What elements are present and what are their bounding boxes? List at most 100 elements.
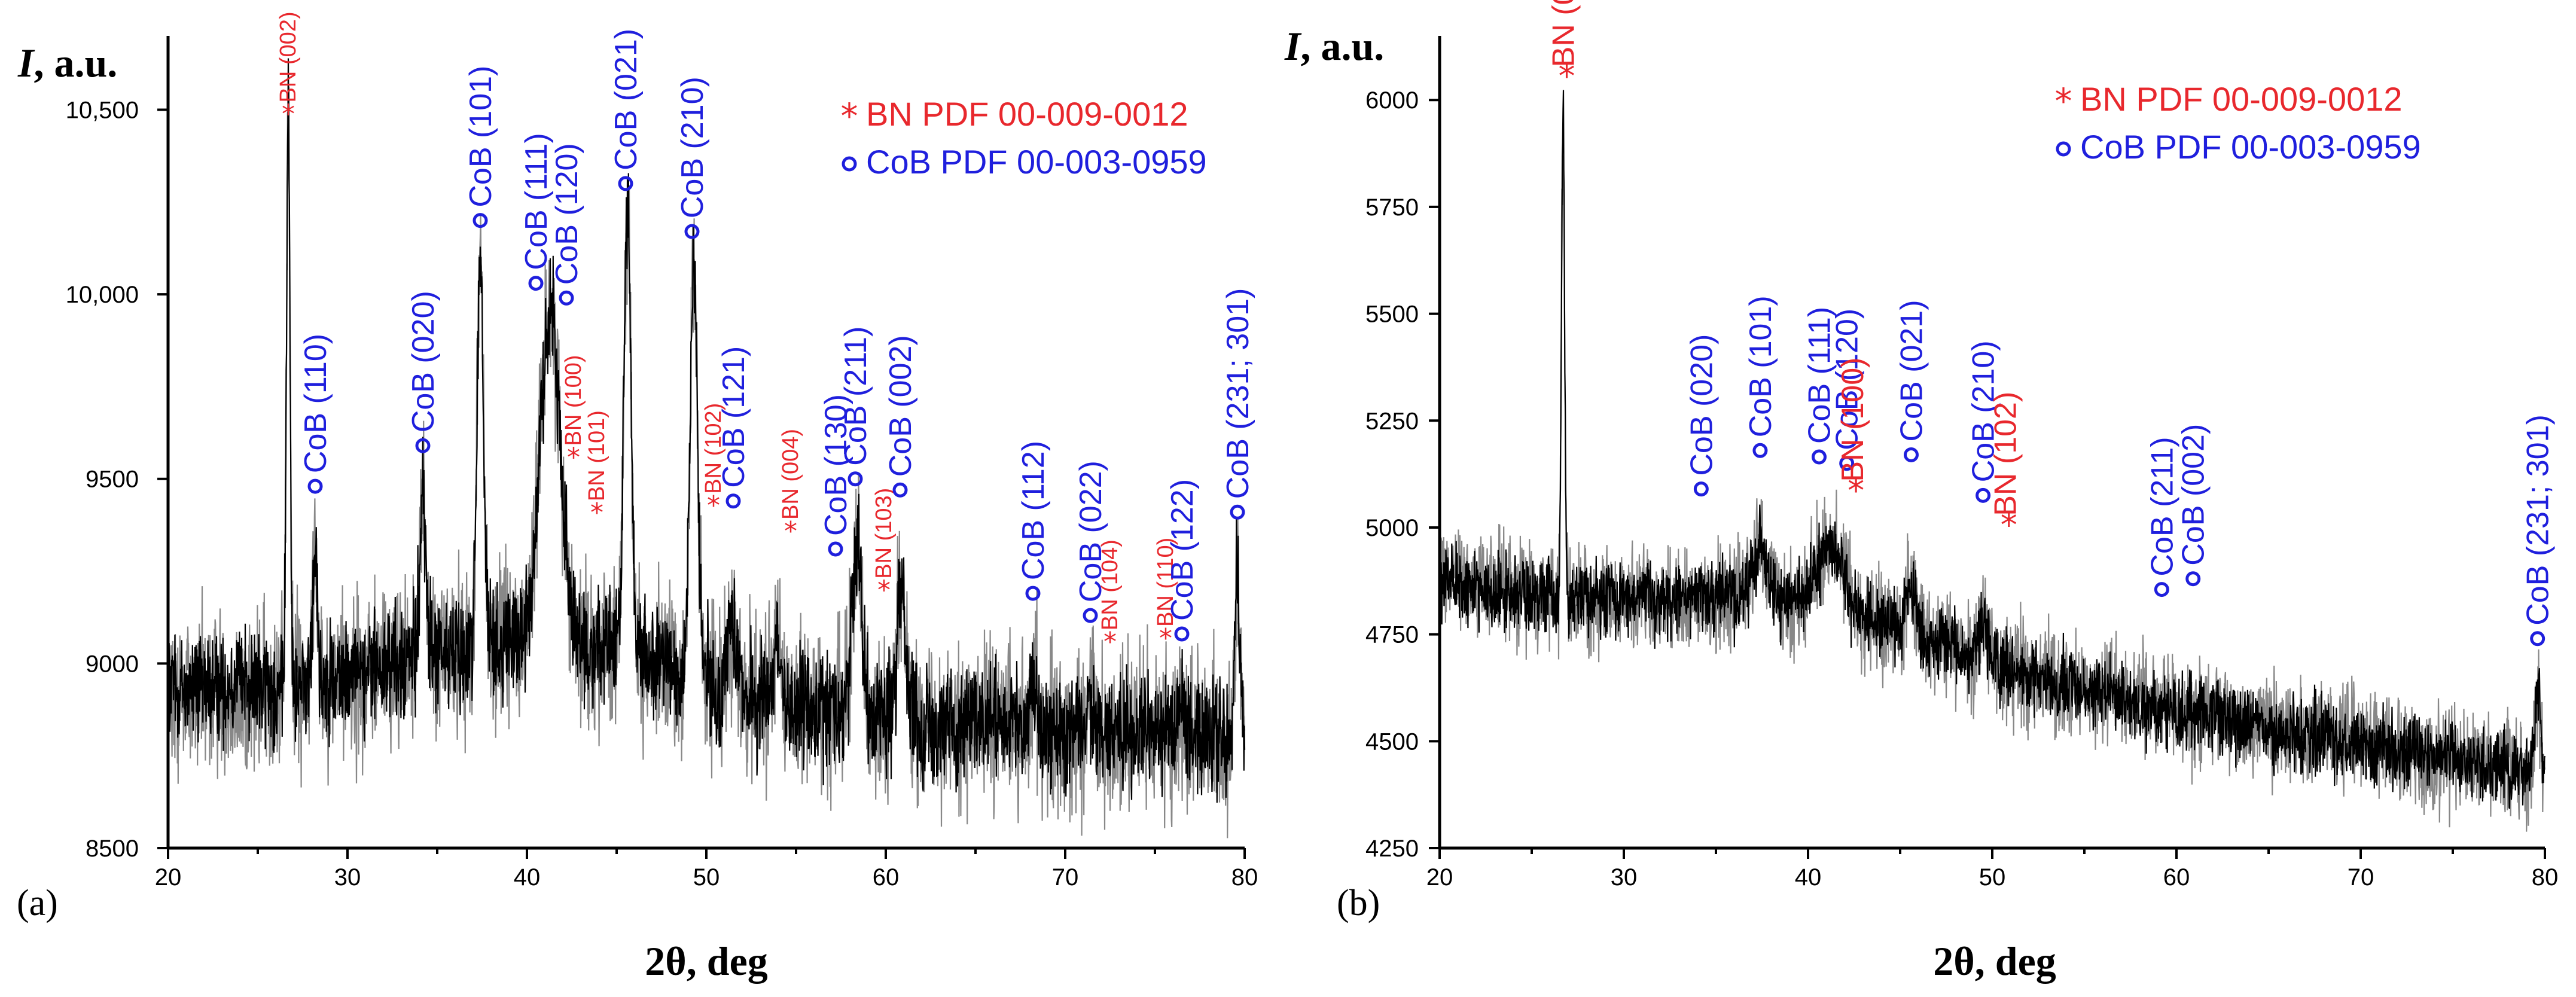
y-axis-label-unit: , a.u. bbox=[1300, 23, 1384, 69]
x-axis-label: 2θ, deg bbox=[1933, 938, 2056, 984]
bn-peak-marker-icon: * bbox=[567, 443, 580, 473]
bn-peak-marker-icon: * bbox=[2001, 506, 2017, 545]
legend-entry: BN PDF 00-009-0012 bbox=[866, 95, 1188, 133]
y-tick-label: 9000 bbox=[86, 651, 139, 677]
bn-peak-marker-icon: * bbox=[1159, 623, 1172, 654]
peak-label: BN (102) bbox=[701, 403, 726, 494]
cob-peak-marker-icon bbox=[684, 224, 700, 239]
y-tick-label: 5000 bbox=[1365, 515, 1419, 541]
cob-peak-marker-icon bbox=[2154, 582, 2169, 597]
bn-peak-marker-icon: * bbox=[707, 490, 720, 521]
cob-peak-marker-icon bbox=[848, 471, 863, 487]
peak-label: BN (101) bbox=[584, 410, 609, 501]
x-tick-label: 50 bbox=[693, 864, 720, 891]
cob-peak-marker-icon bbox=[725, 493, 741, 509]
x-tick-label: 60 bbox=[2163, 864, 2190, 891]
cob-peak-marker-icon bbox=[528, 276, 544, 291]
cob-peak-marker-icon bbox=[1693, 481, 1709, 497]
peak-label: CoB (211) bbox=[2145, 437, 2179, 576]
peak-label: BN (002) bbox=[276, 11, 301, 102]
cob-peak-marker-icon bbox=[559, 290, 574, 306]
x-tick-label: 20 bbox=[155, 864, 182, 891]
cob-peak-marker-icon bbox=[1839, 456, 1855, 471]
cob-peak-marker-icon bbox=[1083, 608, 1098, 623]
legend-entry: BN PDF 00-009-0012 bbox=[2080, 80, 2403, 118]
peak-label: CoB (111) bbox=[1802, 307, 1837, 444]
legend-circle-icon bbox=[842, 156, 857, 172]
panel-label: (a) bbox=[17, 883, 58, 923]
y-axis-label-unit: , a.u. bbox=[33, 40, 117, 86]
y-tick-label: 4500 bbox=[1365, 728, 1419, 755]
panel-label: (b) bbox=[1337, 883, 1380, 923]
peak-label: CoB (112) bbox=[1016, 441, 1051, 580]
cob-peak-marker-icon bbox=[1903, 447, 1919, 462]
bn-peak-marker-icon: * bbox=[784, 516, 797, 547]
bn-peak-marker-icon: * bbox=[1103, 627, 1117, 657]
y-axis-label-symbol: I bbox=[1284, 23, 1302, 69]
peak-label: BN (104) bbox=[1098, 539, 1123, 630]
peak-label: CoB (110) bbox=[298, 334, 333, 473]
peak-label: BN (110) bbox=[1153, 538, 1178, 627]
peak-label: BN (102) bbox=[1989, 392, 2023, 516]
peak-label: CoB (210) bbox=[1967, 340, 2001, 482]
legend-star-icon: * bbox=[2055, 81, 2072, 121]
cob-peak-marker-icon bbox=[618, 176, 633, 191]
y-tick-label: 4750 bbox=[1365, 622, 1419, 648]
y-tick-label: 10,000 bbox=[66, 282, 139, 308]
y-axis-label: I, a.u. bbox=[1284, 23, 1384, 69]
x-tick-label: 30 bbox=[334, 864, 361, 891]
cob-peak-marker-icon bbox=[415, 438, 431, 453]
bn-peak-marker-icon: * bbox=[1559, 57, 1575, 96]
peak-label: BN (002) bbox=[1547, 0, 1581, 67]
y-axis-label: I, a.u. bbox=[17, 40, 117, 86]
y-axis-label-symbol: I bbox=[17, 40, 35, 86]
x-axis-label: 2θ, deg bbox=[645, 938, 768, 984]
peak-label: CoB (120) bbox=[1830, 309, 1865, 450]
bn-peak-marker-icon: * bbox=[877, 575, 891, 606]
peak-label: CoB (120) bbox=[550, 143, 584, 285]
x-tick-label: 20 bbox=[1426, 864, 1453, 891]
x-tick-label: 70 bbox=[1052, 864, 1079, 891]
peak-label: BN (103) bbox=[871, 488, 897, 579]
y-tick-label: 5500 bbox=[1365, 301, 1419, 328]
y-tick-label: 4250 bbox=[1365, 836, 1419, 862]
x-tick-label: 80 bbox=[2532, 864, 2559, 891]
cob-peak-marker-icon bbox=[2530, 631, 2545, 647]
y-tick-label: 6000 bbox=[1365, 87, 1419, 114]
legend-entry: CoB PDF 00-003-0959 bbox=[2080, 128, 2421, 166]
peak-label: CoB (130) bbox=[819, 394, 853, 536]
cob-peak-marker-icon bbox=[828, 541, 843, 557]
cob-peak-marker-icon bbox=[1174, 626, 1190, 642]
x-tick-label: 80 bbox=[1231, 864, 1258, 891]
peak-label: CoB (022) bbox=[1074, 461, 1108, 602]
legend-circle-icon bbox=[2056, 141, 2071, 157]
peak-label: CoB (211) bbox=[839, 327, 873, 466]
x-tick-label: 40 bbox=[1795, 864, 1822, 891]
bn-peak-marker-icon: * bbox=[1848, 472, 1864, 511]
peak-label: BN (100) bbox=[561, 355, 586, 446]
peak-label: BN (004) bbox=[778, 429, 803, 520]
x-tick-label: 60 bbox=[873, 864, 900, 891]
x-tick-label: 40 bbox=[514, 864, 541, 891]
y-tick-label: 5250 bbox=[1365, 408, 1419, 434]
peak-label: BN (100) bbox=[1836, 358, 1870, 482]
peak-label: CoB (210) bbox=[675, 77, 710, 218]
bn-peak-marker-icon: * bbox=[590, 498, 603, 528]
cob-peak-marker-icon bbox=[472, 213, 488, 228]
peak-label: CoB (122) bbox=[1165, 479, 1200, 621]
legend-entry: CoB PDF 00-003-0959 bbox=[866, 143, 1207, 181]
peak-label: CoB (231; 301) bbox=[2521, 414, 2556, 626]
y-tick-label: 8500 bbox=[86, 836, 139, 862]
cob-peak-marker-icon bbox=[1230, 504, 1245, 520]
cob-peak-marker-icon bbox=[1025, 586, 1041, 601]
y-tick-label: 9500 bbox=[86, 467, 139, 493]
xrd-pattern-line bbox=[167, 58, 1246, 803]
peak-label: CoB (111) bbox=[519, 133, 554, 270]
peak-label: CoB (020) bbox=[1684, 334, 1719, 476]
peak-label: CoB (101) bbox=[464, 66, 498, 208]
panel-a: 20 30 40 50 60 70 80 8500 9000 9500 10,000 10,500 I,… bbox=[17, 11, 1258, 984]
x-tick-label: 70 bbox=[2348, 864, 2374, 891]
cob-peak-marker-icon bbox=[307, 478, 323, 494]
peak-label: CoB (020) bbox=[406, 291, 441, 432]
